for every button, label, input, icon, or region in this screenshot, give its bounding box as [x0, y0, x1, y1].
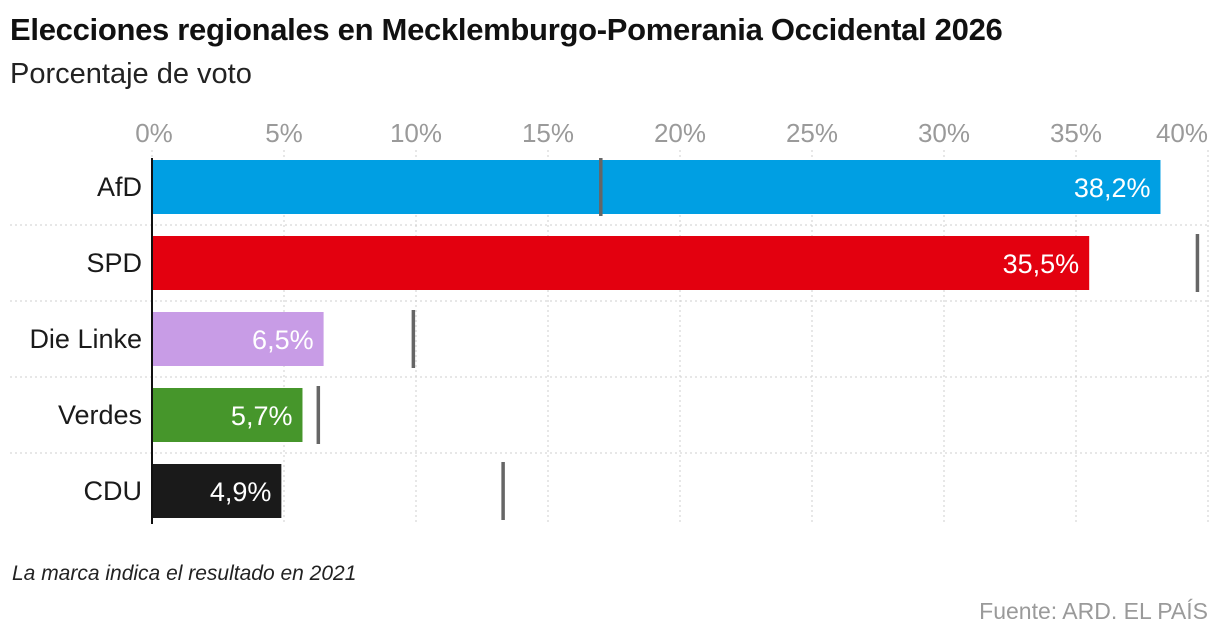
bar-value-label: 4,9% [210, 477, 272, 507]
x-tick-label: 30% [918, 118, 970, 148]
x-tick-label: 15% [522, 118, 574, 148]
bar [152, 388, 303, 442]
x-tick-label: 25% [786, 118, 838, 148]
x-tick-label: 40% [1156, 118, 1208, 148]
bar [152, 160, 1161, 214]
chart-note: La marca indica el resultado en 2021 [12, 562, 357, 585]
category-label: Die Linke [29, 324, 142, 354]
chart-title: Elecciones regionales en Mecklemburgo-Po… [10, 12, 1003, 47]
category-label: SPD [86, 248, 142, 278]
bar [152, 312, 324, 366]
bar [152, 236, 1090, 290]
x-tick-label: 35% [1050, 118, 1102, 148]
x-tick-label: 20% [654, 118, 706, 148]
bar-chart: 0% 5% 10% 15% 20% 25% 30% 35% 40% AfD 38,2% SPD 35,5… [10, 118, 1210, 524]
category-label: CDU [84, 476, 143, 506]
x-tick-label: 10% [390, 118, 442, 148]
category-label: Verdes [58, 400, 142, 430]
chart-source: Fuente: ARD. EL PAÍS [979, 598, 1208, 624]
chart-subtitle: Porcentaje de voto [10, 58, 252, 90]
bar-value-label: 5,7% [231, 401, 293, 431]
bar [152, 464, 282, 518]
bar-value-label: 6,5% [252, 325, 314, 355]
bar-value-label: 38,2% [1074, 173, 1151, 203]
x-tick-label: 0% [135, 118, 173, 148]
bar-value-label: 35,5% [1003, 249, 1080, 279]
x-tick-label: 5% [265, 118, 303, 148]
category-label: AfD [97, 172, 142, 202]
